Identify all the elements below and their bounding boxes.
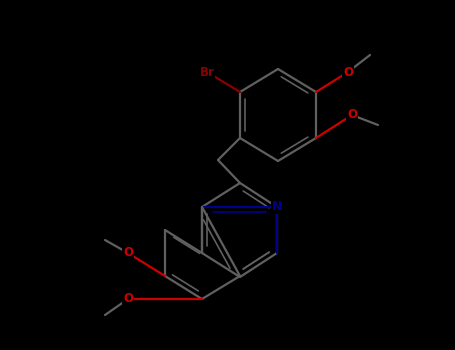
Text: Br: Br <box>200 65 214 78</box>
Text: O: O <box>347 108 357 121</box>
Text: N: N <box>272 201 282 214</box>
Text: O: O <box>343 65 353 78</box>
Text: O: O <box>123 246 133 259</box>
Text: O: O <box>123 293 133 306</box>
